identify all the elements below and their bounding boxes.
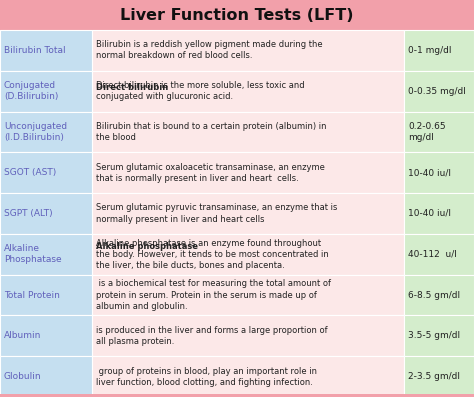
Bar [0, 234, 92, 275]
Bar [92, 356, 404, 397]
Text: Direct bilirubin: Direct bilirubin [96, 83, 168, 92]
Bar [0, 30, 92, 71]
Text: Serum glutamic pyruvic transaminase, an enzyme that is
normally present in liver: Serum glutamic pyruvic transaminase, an … [96, 203, 337, 224]
Bar [0, 316, 92, 356]
Text: Alkaline phosphatase: Alkaline phosphatase [96, 242, 198, 251]
Text: 40-112  u/l: 40-112 u/l [408, 250, 457, 259]
Bar [404, 316, 474, 356]
Bar [0, 71, 92, 112]
Bar [404, 71, 474, 112]
Text: Liver Function Tests (LFT): Liver Function Tests (LFT) [120, 8, 354, 23]
Bar [0, 356, 92, 397]
Text: Total Protein: Total Protein [4, 291, 60, 300]
Text: Alkaline
Phosphatase: Alkaline Phosphatase [4, 245, 62, 264]
Bar [404, 30, 474, 71]
Bar [92, 193, 404, 234]
Bar [404, 152, 474, 193]
Bar [0, 112, 92, 152]
Text: 10-40 iu/l: 10-40 iu/l [408, 168, 451, 177]
Bar [0, 275, 92, 316]
Text: 10-40 iu/l: 10-40 iu/l [408, 209, 451, 218]
Text: SGOT (AST): SGOT (AST) [4, 168, 56, 177]
Bar [404, 193, 474, 234]
Text: Bilirubin is a reddish yellow pigment made during the
normal breakdown of red bl: Bilirubin is a reddish yellow pigment ma… [96, 40, 323, 60]
Bar [92, 30, 404, 71]
Text: group of proteins in blood, play an important role in
liver function, blood clot: group of proteins in blood, play an impo… [96, 366, 317, 387]
Text: 2-3.5 gm/dl: 2-3.5 gm/dl [408, 372, 460, 381]
Bar [404, 275, 474, 316]
Bar [92, 275, 404, 316]
Bar [92, 112, 404, 152]
Text: is a biochemical test for measuring the total amount of
protein in serum. Protei: is a biochemical test for measuring the … [96, 279, 331, 311]
Text: Unconjugated
(I.D.Bilirubin): Unconjugated (I.D.Bilirubin) [4, 122, 67, 142]
Bar [0, 394, 474, 397]
Text: 0-0.35 mg/dl: 0-0.35 mg/dl [408, 87, 466, 96]
Bar [404, 356, 474, 397]
Text: 0.2-0.65
mg/dl: 0.2-0.65 mg/dl [408, 122, 446, 142]
Bar [92, 316, 404, 356]
Text: Conjugated
(D.Bilirubin): Conjugated (D.Bilirubin) [4, 81, 58, 101]
Bar [92, 234, 404, 275]
Text: 6-8.5 gm/dl: 6-8.5 gm/dl [408, 291, 460, 300]
Text: is produced in the liver and forms a large proportion of
all plasma protein.: is produced in the liver and forms a lar… [96, 326, 328, 346]
Bar [0, 193, 92, 234]
Text: Serum glutamic oxaloacetic transaminase, an enzyme
that is normally present in l: Serum glutamic oxaloacetic transaminase,… [96, 163, 325, 183]
Text: Bilirubin Total: Bilirubin Total [4, 46, 65, 55]
Text: Direct bilirubin is the more soluble, less toxic and
conjugated with glucuronic : Direct bilirubin is the more soluble, le… [96, 81, 305, 101]
Text: SGPT (ALT): SGPT (ALT) [4, 209, 53, 218]
Text: 0-1 mg/dl: 0-1 mg/dl [408, 46, 452, 55]
Text: 3.5-5 gm/dl: 3.5-5 gm/dl [408, 331, 460, 340]
Text: Alkaline phosphatase is an enzyme found throughout
the body. However, it tends t: Alkaline phosphatase is an enzyme found … [96, 239, 329, 270]
Bar [0, 0, 474, 30]
Text: Globulin: Globulin [4, 372, 42, 381]
Bar [92, 152, 404, 193]
Bar [404, 234, 474, 275]
Bar [0, 152, 92, 193]
Bar [404, 112, 474, 152]
Text: Albumin: Albumin [4, 331, 41, 340]
Text: Bilirubin that is bound to a certain protein (albumin) in
the blood: Bilirubin that is bound to a certain pro… [96, 122, 327, 142]
Bar [92, 71, 404, 112]
